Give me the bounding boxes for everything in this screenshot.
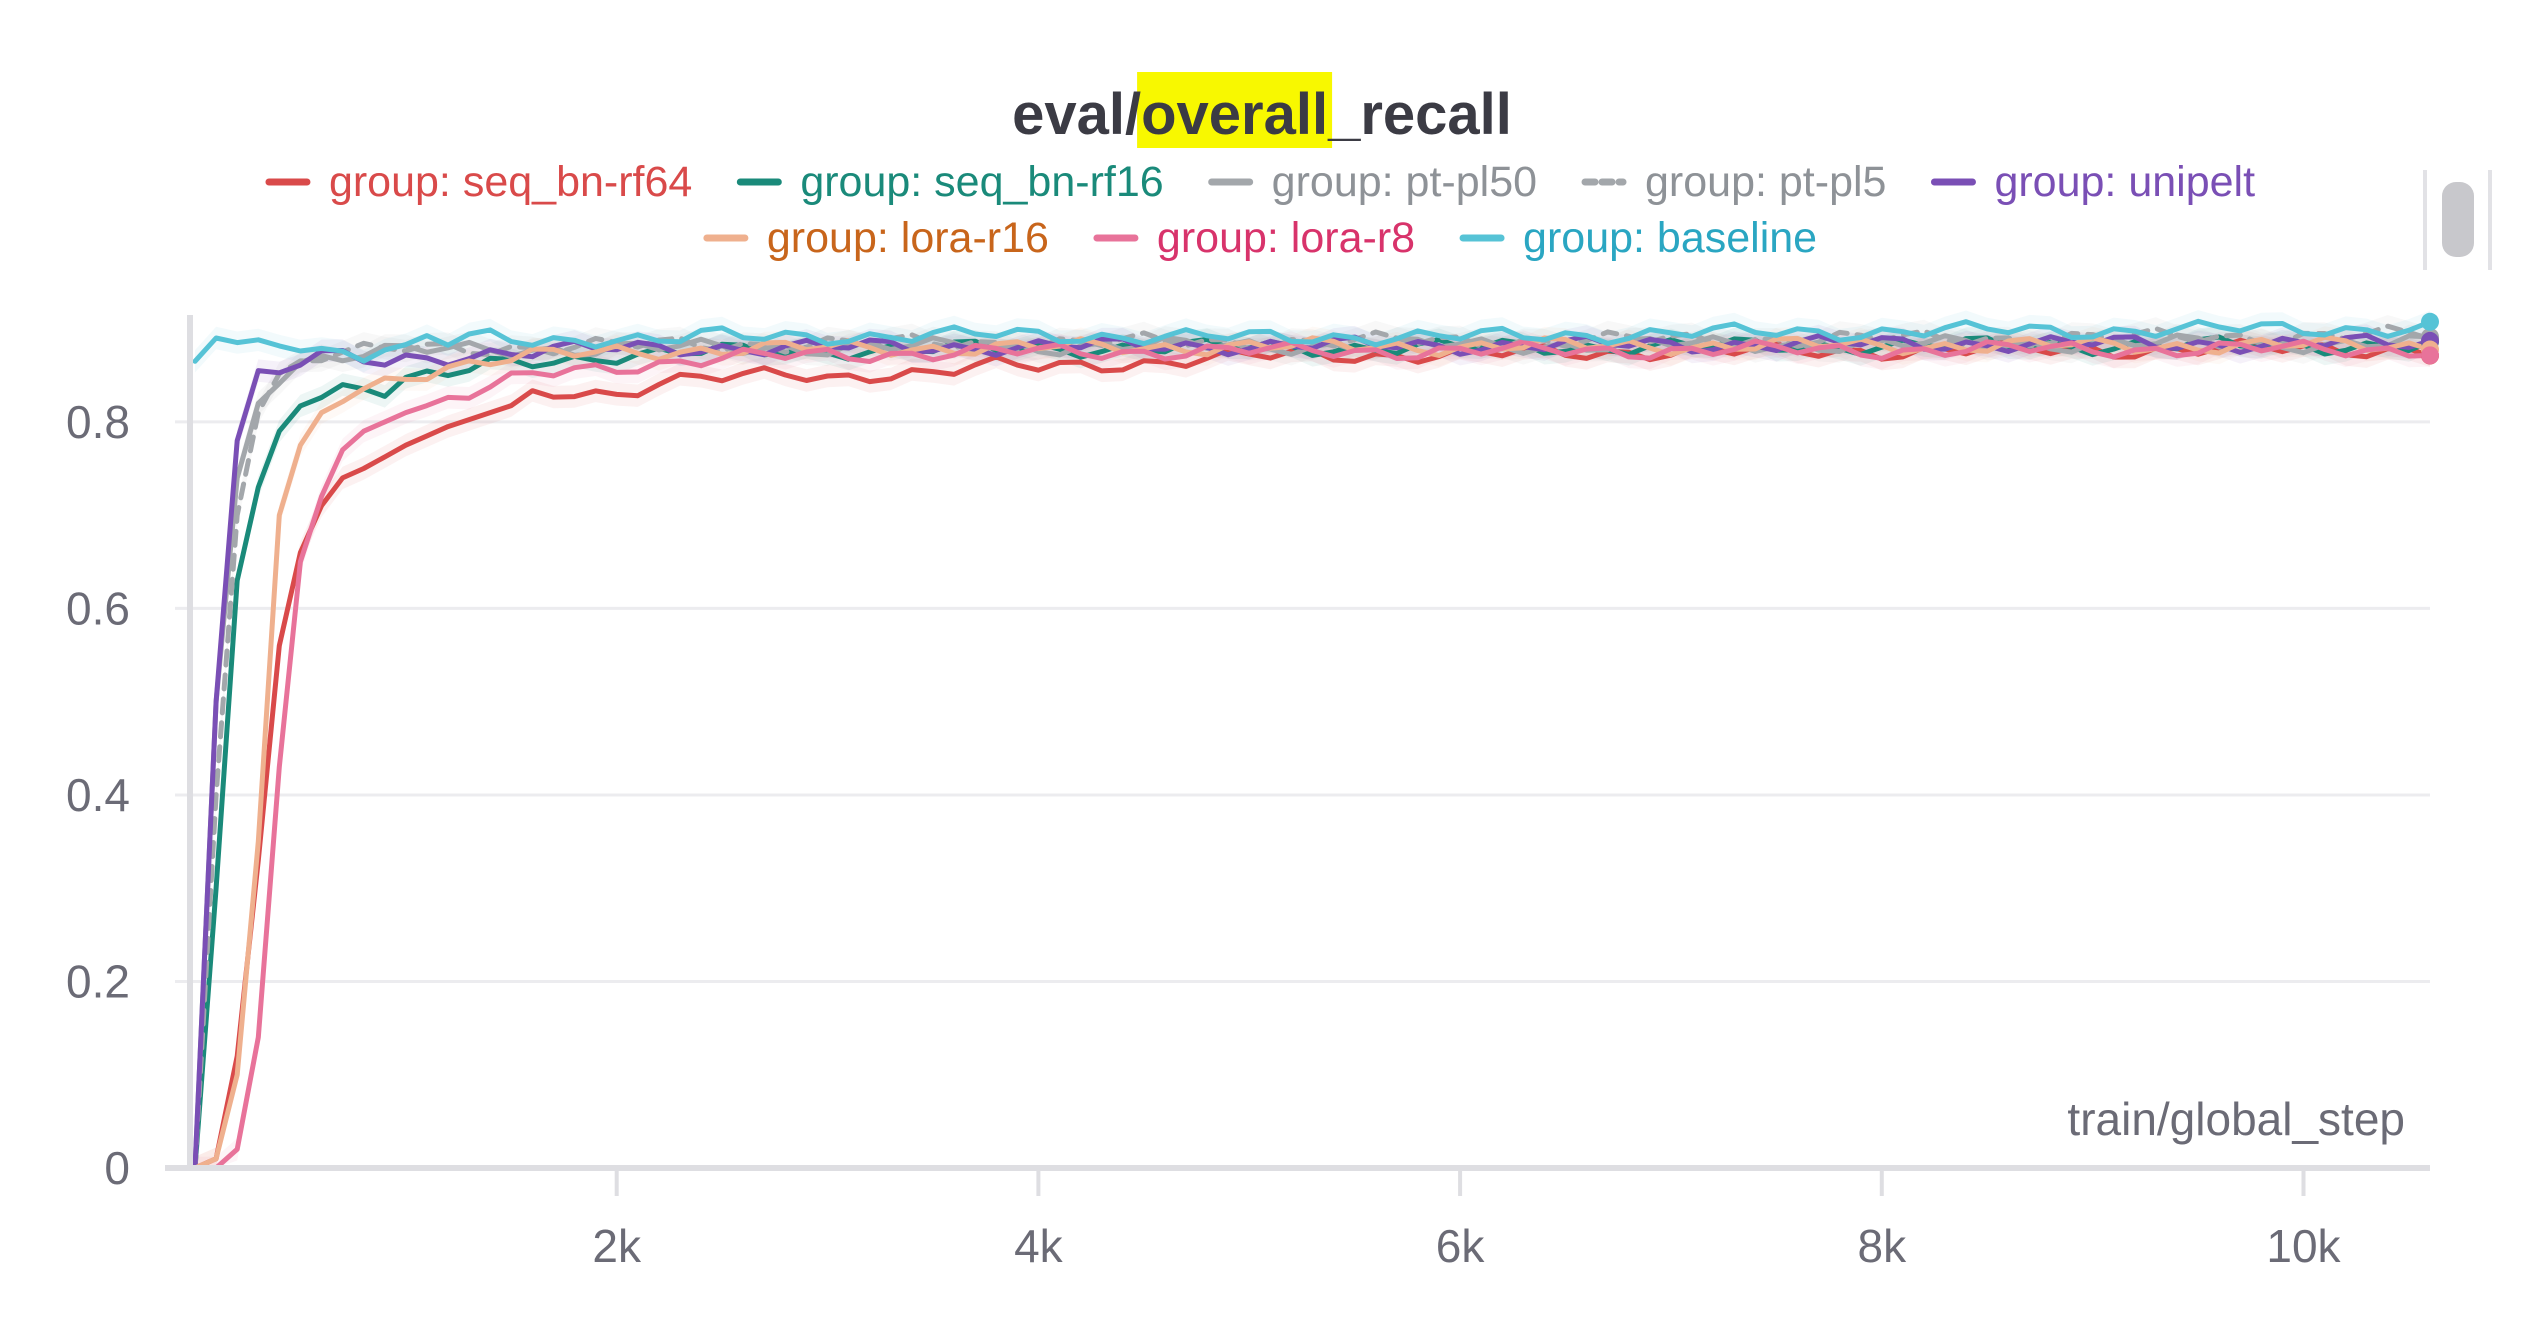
band-seq_bn_rf64 bbox=[195, 329, 2430, 1168]
series-endpoints bbox=[2421, 312, 2439, 365]
y-tick-label: 0 bbox=[104, 1142, 130, 1194]
legend-scrollbar-thumb[interactable] bbox=[2442, 182, 2474, 257]
series-bands bbox=[195, 310, 2430, 1168]
band-lora_r8 bbox=[195, 329, 2430, 1168]
grid bbox=[175, 420, 2430, 983]
legend-scrollbar[interactable] bbox=[2423, 170, 2492, 270]
title-highlight bbox=[1137, 72, 1333, 148]
y-tick-label: 0.2 bbox=[66, 955, 130, 1007]
band-unipelt bbox=[195, 324, 2430, 1168]
band-seq_bn_rf16 bbox=[195, 325, 2430, 1168]
legend-item-unipelt[interactable]: group: unipelt bbox=[1930, 158, 2255, 206]
axes bbox=[165, 315, 2430, 1171]
endpoint-lora_r8[interactable] bbox=[2421, 346, 2439, 365]
legend-label: group: seq_bn-rf16 bbox=[800, 158, 1163, 206]
chart-title: eval/overall_recall bbox=[1012, 72, 1512, 148]
band-pt_pl50 bbox=[195, 323, 2430, 1168]
x-tick-label: 2k bbox=[592, 1220, 642, 1272]
title-highlight-text: overall bbox=[1141, 82, 1328, 147]
line-lora_r8[interactable] bbox=[192, 338, 2433, 1171]
band-pt_pl5 bbox=[195, 315, 2430, 1168]
line-pt_pl50[interactable] bbox=[192, 332, 2433, 1171]
x-tick-label: 10k bbox=[2266, 1220, 2341, 1272]
legend-item-pt_pl5[interactable]: group: pt-pl5 bbox=[1581, 158, 1886, 206]
line-unipelt[interactable] bbox=[192, 332, 2433, 1171]
line-lora_r16[interactable] bbox=[192, 334, 2433, 1171]
title-suffix: _recall bbox=[1327, 82, 1512, 147]
legend-item-lora_r16[interactable]: group: lora-r16 bbox=[703, 214, 1049, 262]
y-tick-label: 0.8 bbox=[66, 396, 130, 448]
line-pt_pl5[interactable] bbox=[192, 323, 2433, 1171]
band-lora_r16 bbox=[195, 326, 2430, 1168]
legend-label: group: pt-pl50 bbox=[1272, 158, 1537, 206]
legend-item-baseline[interactable]: group: baseline bbox=[1459, 214, 1817, 262]
legend: group: seq_bn-rf64 group: seq_bn-rf16 grou… bbox=[265, 158, 2255, 262]
endpoint-baseline[interactable] bbox=[2421, 312, 2439, 331]
line-seq_bn_rf16[interactable] bbox=[192, 334, 2433, 1171]
x-axis-ticks: 2k 4k 6k 8k 10k bbox=[592, 1168, 2342, 1272]
legend-label: group: seq_bn-rf64 bbox=[329, 158, 692, 206]
legend-item-seq_bn_rf16[interactable]: group: seq_bn-rf16 bbox=[736, 158, 1164, 206]
x-axis-label: train/global_step bbox=[2067, 1093, 2405, 1145]
legend-item-seq_bn_rf64[interactable]: group: seq_bn-rf64 bbox=[265, 158, 692, 206]
legend-item-pt_pl50[interactable]: group: pt-pl50 bbox=[1208, 158, 1537, 206]
legend-label: group: pt-pl5 bbox=[1645, 158, 1886, 206]
legend-label: group: lora-r8 bbox=[1157, 214, 1415, 262]
x-tick-label: 4k bbox=[1014, 1220, 1064, 1272]
series-lines bbox=[192, 318, 2433, 1171]
title-prefix: eval/ bbox=[1012, 82, 1141, 147]
legend-item-lora_r8[interactable]: group: lora-r8 bbox=[1093, 214, 1415, 262]
legend-label: group: lora-r16 bbox=[767, 214, 1049, 262]
legend-label: group: baseline bbox=[1523, 214, 1817, 262]
x-tick-label: 8k bbox=[1857, 1220, 1907, 1272]
y-tick-label: 0.6 bbox=[66, 582, 130, 634]
legend-label: group: unipelt bbox=[1994, 158, 2255, 206]
svg-text:eval/overall_recall: eval/overall_recall bbox=[1012, 82, 1512, 147]
line-seq_bn_rf64[interactable] bbox=[192, 337, 2433, 1171]
y-tick-label: 0.4 bbox=[66, 769, 130, 821]
line-baseline[interactable] bbox=[192, 318, 2433, 364]
y-axis-ticks: 0 0.2 0.4 0.6 0.8 bbox=[66, 396, 130, 1194]
x-tick-label: 6k bbox=[1436, 1220, 1486, 1272]
